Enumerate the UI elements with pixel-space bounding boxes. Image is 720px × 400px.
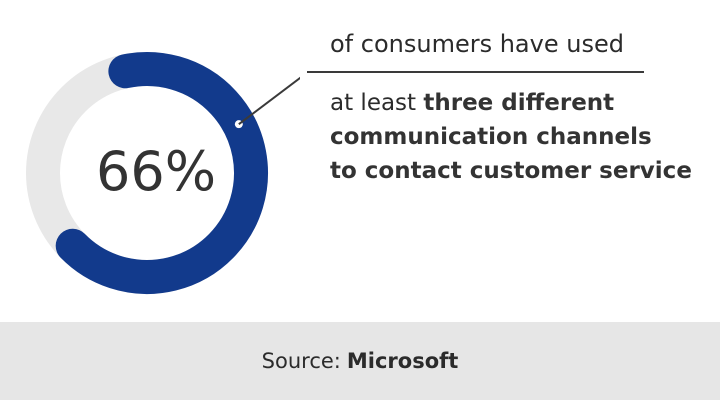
source-label: Source:	[261, 349, 341, 373]
source-name: Microsoft	[346, 349, 459, 373]
desc-bold-3: to contact customer service	[330, 158, 692, 184]
desc-bold-2: communication channels	[330, 124, 652, 150]
desc-bold-1: three different	[423, 90, 615, 116]
desc-line-2: communication channels	[330, 120, 692, 154]
desc-line-1: at least three different	[330, 86, 692, 120]
desc-line-3: to contact customer service	[330, 154, 692, 188]
percentage-value: 66%	[96, 140, 216, 203]
headline-description: at least three different communication c…	[330, 86, 692, 188]
divider-line	[307, 71, 644, 73]
donut-gauge: 66%	[26, 52, 300, 294]
desc-prefix: at least	[330, 90, 424, 116]
gauge-filled-arc	[55, 52, 268, 294]
source-footer: Source: Microsoft	[0, 322, 720, 400]
leader-line	[238, 76, 300, 125]
headline-lead: of consumers have used	[330, 30, 624, 58]
